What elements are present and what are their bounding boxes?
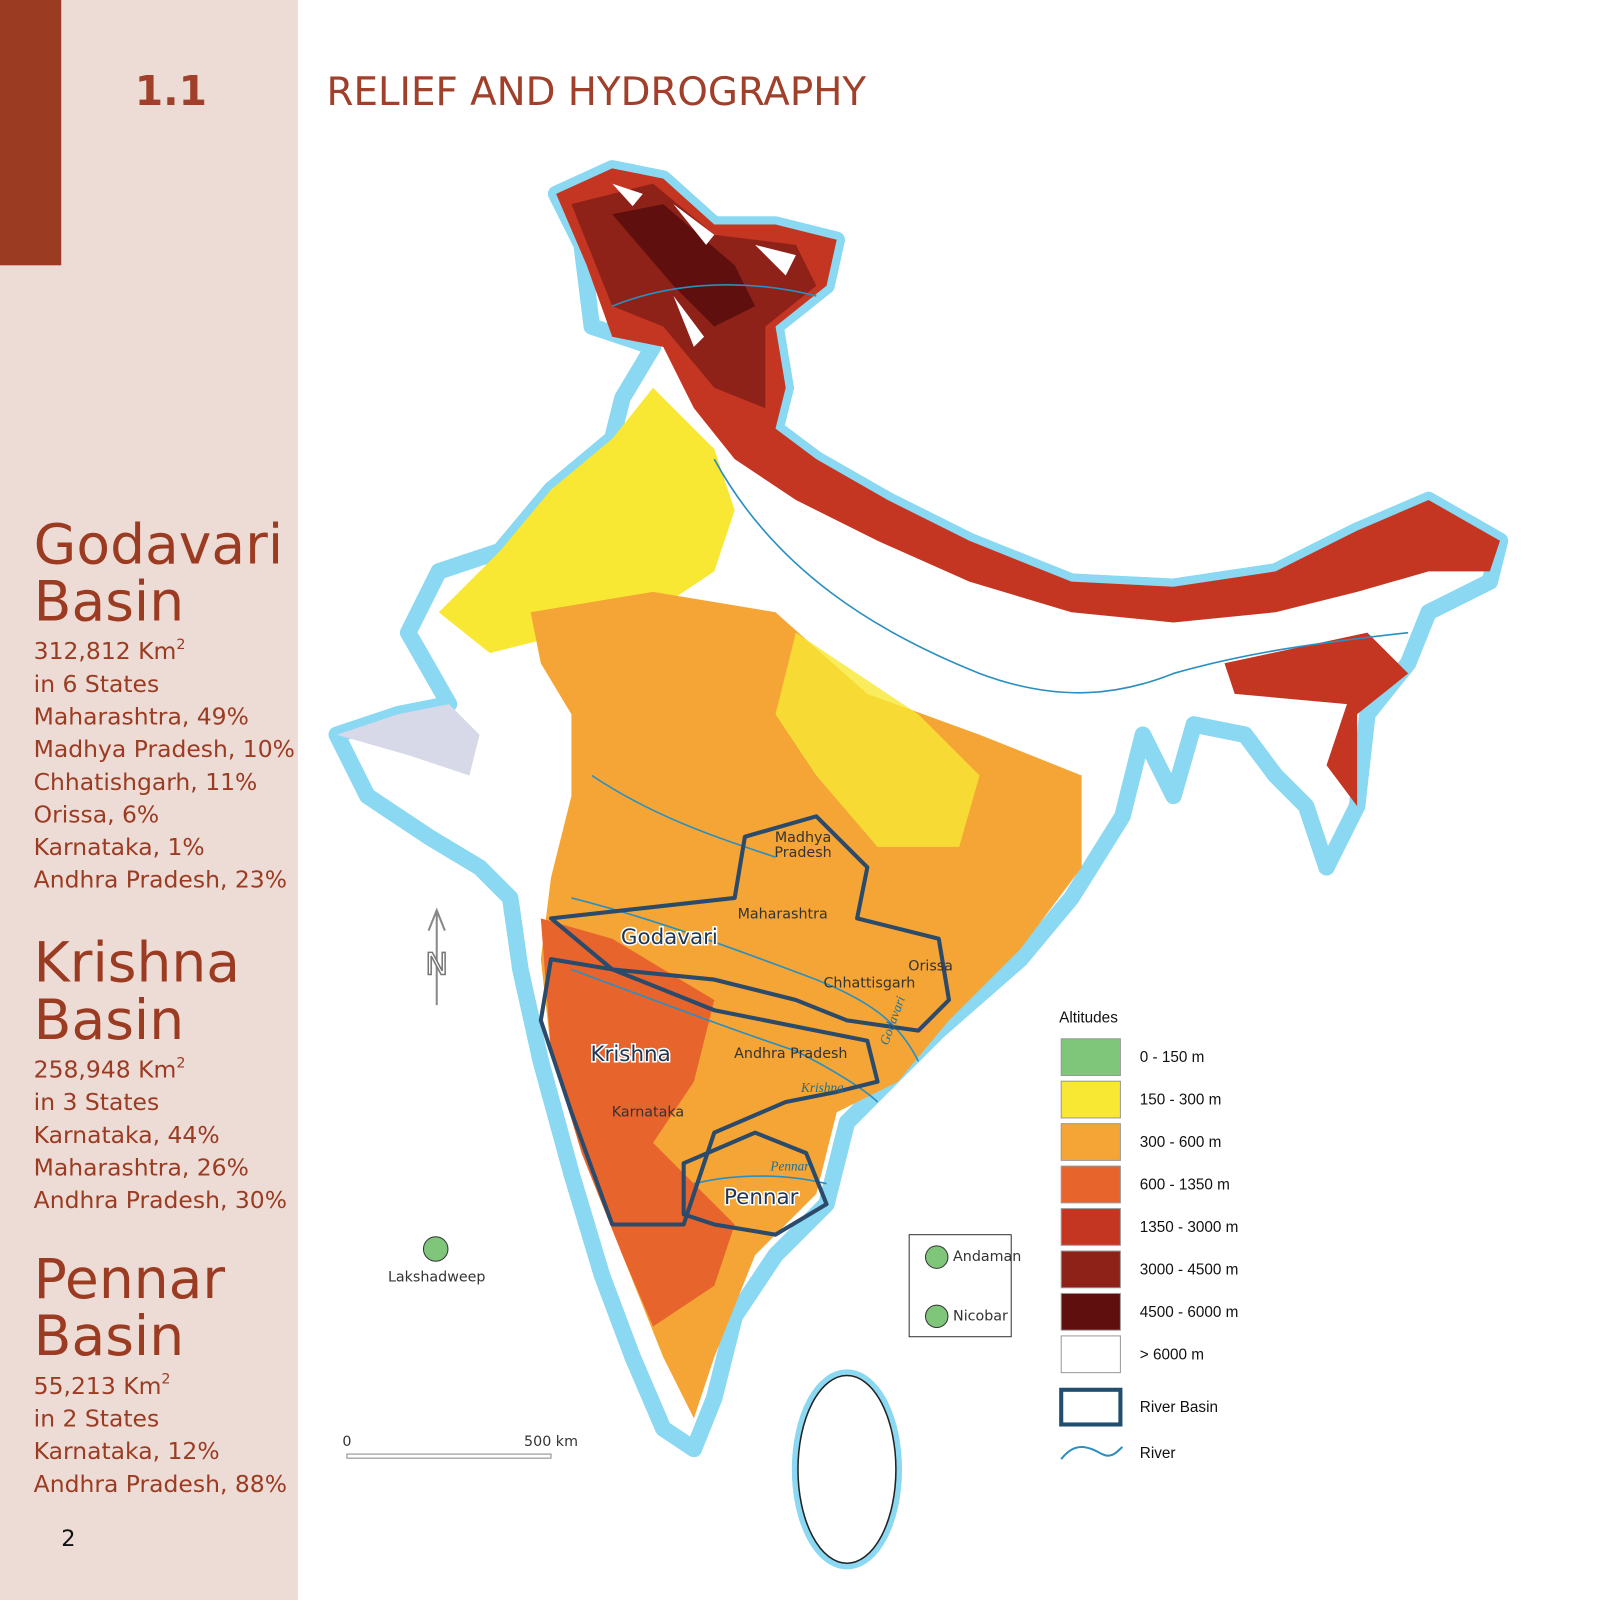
basin-share: Madhya Pradesh, 10% bbox=[34, 735, 295, 763]
basin-area: 55,213 Km2 bbox=[34, 1372, 171, 1400]
legend-swatch bbox=[1060, 1123, 1121, 1161]
north-label: N bbox=[425, 947, 448, 982]
island-label: Lakshadweep bbox=[388, 1270, 486, 1286]
basin-states: in 6 States bbox=[34, 670, 160, 698]
basin-share: Andhra Pradesh, 88% bbox=[34, 1470, 287, 1498]
basin-share: Orissa, 6% bbox=[34, 800, 160, 828]
legend-label: > 6000 m bbox=[1140, 1346, 1204, 1363]
basin-share: Karnataka, 1% bbox=[34, 833, 205, 861]
sri-lanka bbox=[797, 1374, 897, 1565]
area-unit-sup: 2 bbox=[176, 637, 185, 653]
river-basins bbox=[538, 814, 952, 1237]
state-label: Chhattisgarh bbox=[823, 976, 915, 992]
legend-label: 300 - 600 m bbox=[1140, 1134, 1222, 1151]
north-arrow bbox=[427, 907, 446, 1006]
legend-label: 4500 - 6000 m bbox=[1140, 1304, 1239, 1321]
legend-label: 0 - 150 m bbox=[1140, 1049, 1205, 1066]
island bbox=[924, 1304, 949, 1329]
section-number: 1.1 bbox=[135, 67, 207, 115]
sidebar bbox=[0, 0, 298, 1600]
legend-swatch bbox=[1060, 1292, 1121, 1331]
basin-area: 312,812 Km2 bbox=[34, 637, 186, 665]
basin-share: Karnataka, 12% bbox=[34, 1437, 220, 1465]
state-label: Karnataka bbox=[612, 1104, 684, 1120]
legend-title: Altitudes bbox=[1059, 1009, 1118, 1026]
relief-area bbox=[1224, 632, 1409, 807]
sidebar-tab bbox=[0, 0, 62, 266]
rann bbox=[336, 704, 480, 776]
basin-share: Karnataka, 44% bbox=[34, 1121, 220, 1149]
basin-name: Basin bbox=[34, 988, 184, 1052]
legend-label: 1350 - 3000 m bbox=[1140, 1219, 1239, 1236]
state-label: Maharashtra bbox=[738, 906, 828, 922]
river-label: Krishna bbox=[800, 1080, 844, 1095]
island-label: Nicobar bbox=[953, 1308, 1008, 1324]
basin-name: Basin bbox=[34, 1304, 184, 1368]
legend-basin-swatch bbox=[1059, 1387, 1123, 1427]
island bbox=[422, 1236, 449, 1262]
legend-swatch bbox=[1060, 1080, 1121, 1119]
relief-area bbox=[438, 387, 735, 654]
area-unit-sup: 2 bbox=[161, 1372, 170, 1388]
state-label: Orissa bbox=[908, 958, 953, 974]
area-value: 258,948 Km bbox=[34, 1056, 177, 1084]
legend-label: River Basin bbox=[1140, 1399, 1218, 1416]
legend-label: River bbox=[1140, 1445, 1176, 1462]
island bbox=[924, 1245, 949, 1269]
scale-bar bbox=[346, 1453, 552, 1459]
legend-swatch bbox=[1060, 1335, 1121, 1374]
legend-label: 600 - 1350 m bbox=[1140, 1177, 1230, 1194]
relief-area bbox=[775, 632, 980, 847]
basin-name: Basin bbox=[34, 569, 184, 633]
section-title: RELIEF AND HYDROGRAPHY bbox=[327, 70, 867, 115]
basin-share: Maharashtra, 26% bbox=[34, 1154, 249, 1182]
state-label: Madhya bbox=[775, 830, 831, 846]
page-number: 2 bbox=[61, 1526, 75, 1552]
basin-name: Pennar bbox=[34, 1247, 226, 1311]
area-value: 312,812 Km bbox=[34, 637, 177, 665]
state-label: Pradesh bbox=[774, 845, 831, 861]
legend-swatch bbox=[1060, 1165, 1121, 1204]
legend-swatch bbox=[1060, 1250, 1121, 1289]
basin-states: in 2 States bbox=[34, 1405, 160, 1433]
river-label: Pennar bbox=[769, 1158, 810, 1173]
relief-area bbox=[540, 918, 735, 1327]
basin-label: Pennar bbox=[724, 1185, 799, 1210]
basin-share: Chhatishgarh, 11% bbox=[34, 768, 258, 796]
basin-share: Andhra Pradesh, 30% bbox=[34, 1186, 287, 1214]
basin-label: Godavari bbox=[621, 925, 718, 950]
basin-name: Krishna bbox=[34, 931, 240, 995]
legend-label: 150 - 300 m bbox=[1140, 1092, 1222, 1109]
scale-label: 0 bbox=[342, 1434, 351, 1450]
legend-river-swatch bbox=[1060, 1446, 1124, 1460]
basin-share: Maharashtra, 49% bbox=[34, 702, 249, 730]
legend-swatch bbox=[1060, 1038, 1121, 1077]
state-label: Andhra Pradesh bbox=[734, 1046, 847, 1062]
legend-swatch bbox=[1060, 1208, 1121, 1246]
area-unit-sup: 2 bbox=[176, 1055, 185, 1071]
map: Madhya Pradesh Maharashtra Orissa Chhatt… bbox=[328, 160, 1509, 1570]
basin-states: in 3 States bbox=[34, 1088, 160, 1116]
snow bbox=[612, 183, 796, 347]
scale-label: 500 km bbox=[524, 1434, 578, 1450]
basin-share: Andhra Pradesh, 23% bbox=[34, 866, 287, 894]
area-value: 55,213 Km bbox=[34, 1372, 162, 1400]
legend-label: 3000 - 4500 m bbox=[1140, 1261, 1239, 1278]
basin-label: Krishna bbox=[591, 1042, 671, 1067]
relief-area bbox=[612, 204, 756, 327]
basin-name: Godavari bbox=[34, 512, 283, 576]
legend: Altitudes River Basin River 0 - 150 m 150… bbox=[1059, 1009, 1238, 1462]
basin-area: 258,948 Km2 bbox=[34, 1055, 186, 1083]
island-label: Andaman bbox=[953, 1249, 1021, 1265]
